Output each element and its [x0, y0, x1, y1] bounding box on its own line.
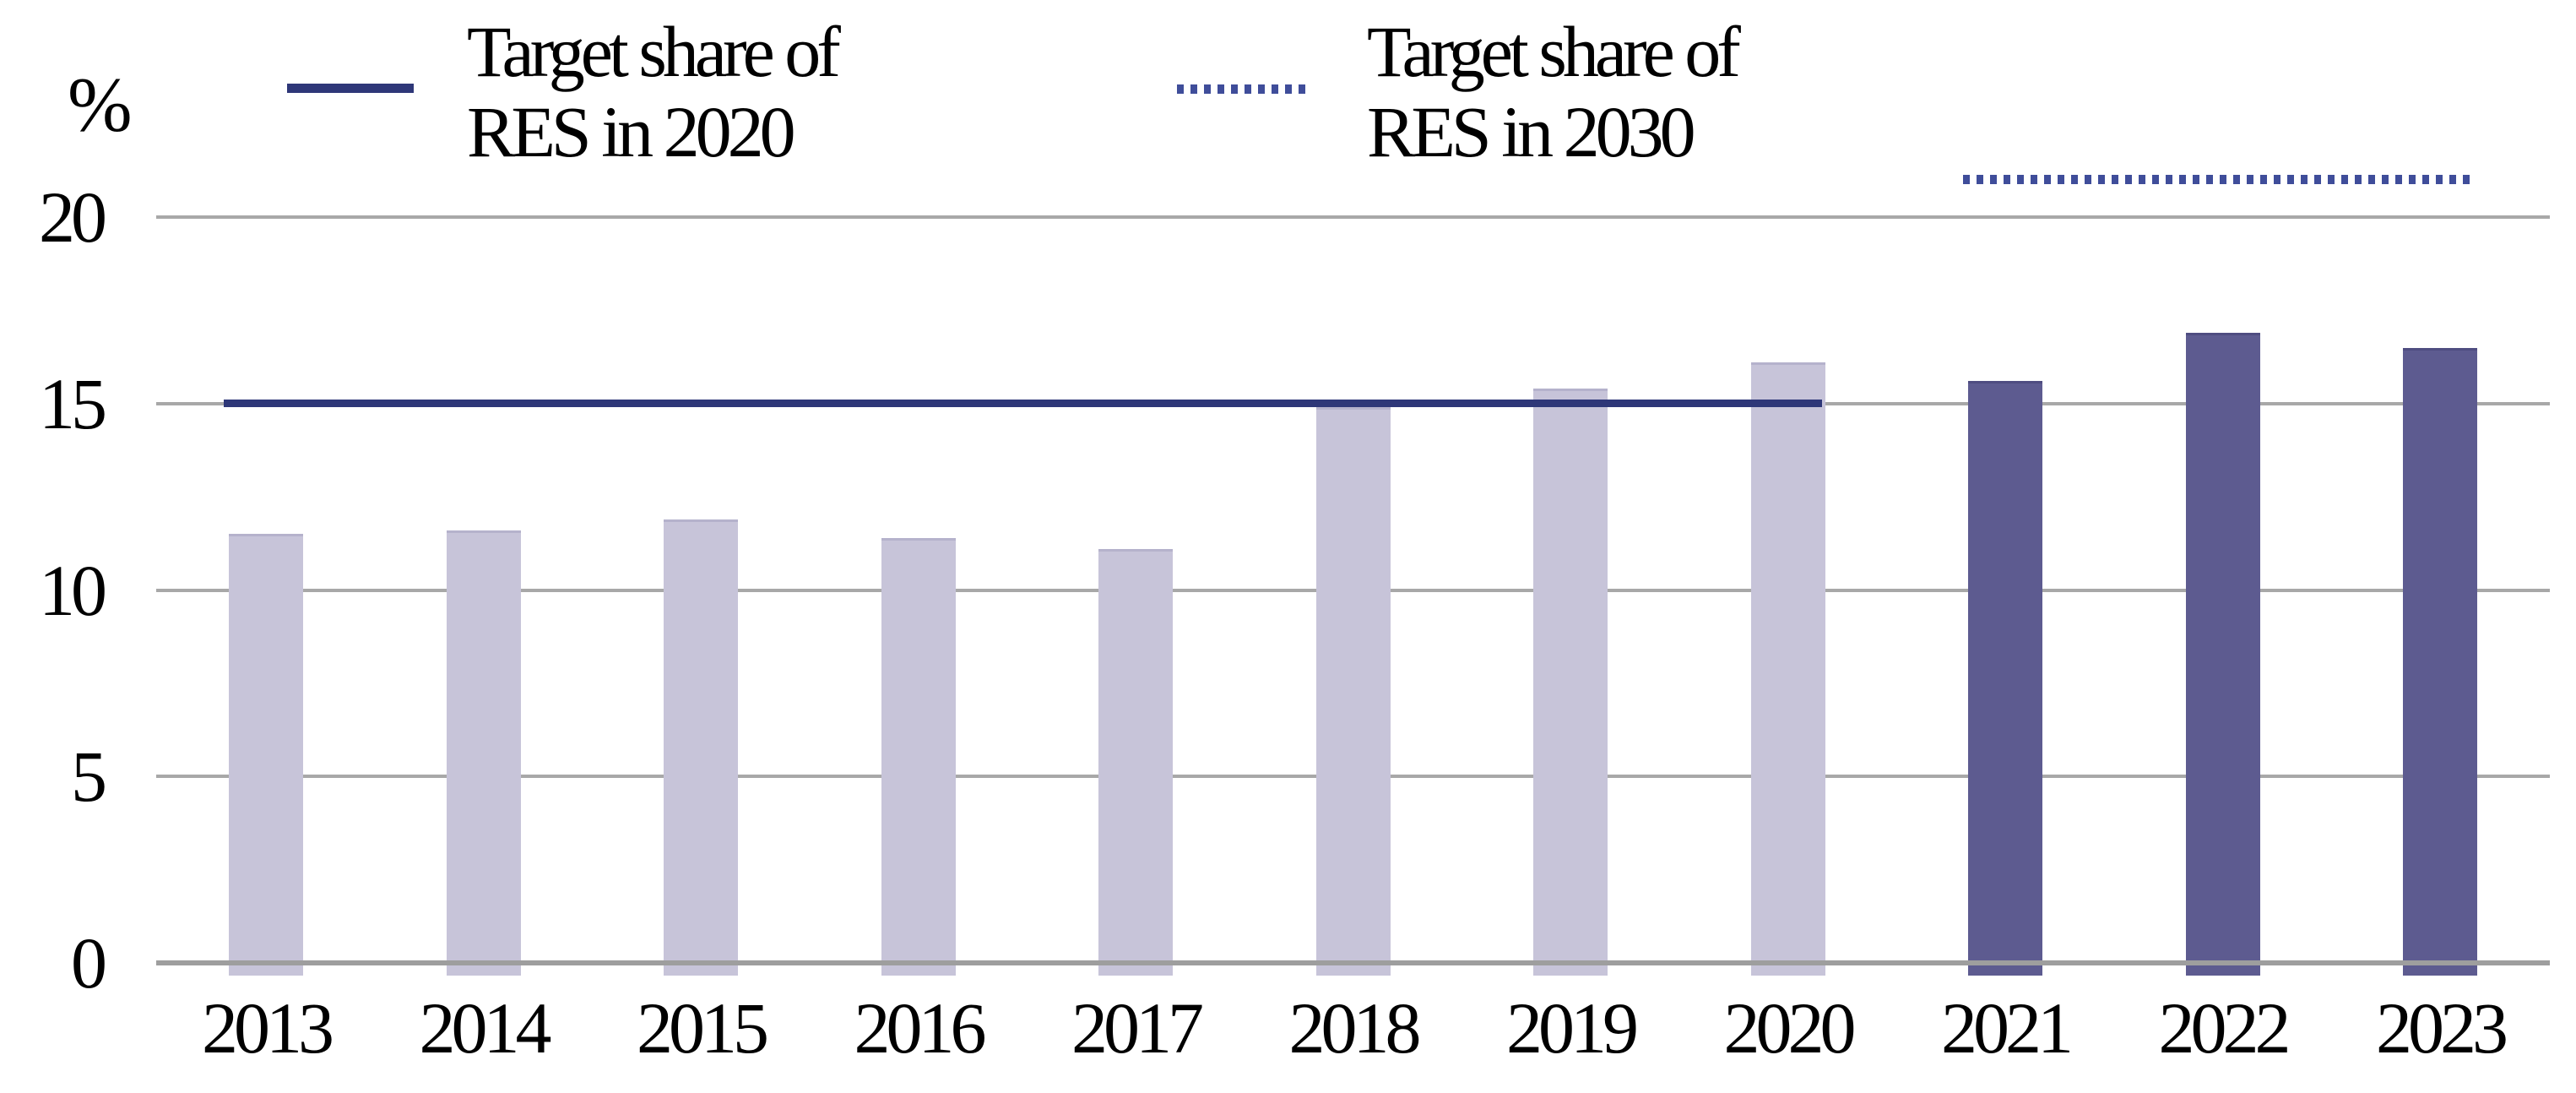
- bar-2021: [1968, 381, 2042, 976]
- legend-label-target-2030: Target share of RES in 2030: [1367, 11, 1741, 172]
- bar-2023: [2403, 347, 2477, 976]
- x-tick-label-2020: 2020: [1723, 987, 1857, 1069]
- reference-line-target-share-of-res-in-2030: [1963, 174, 2474, 184]
- bar-2017: [1098, 548, 1173, 976]
- x-tick-label-2014: 2014: [419, 987, 552, 1069]
- gridline-20: [156, 215, 2550, 219]
- x-tick-label-2021: 2021: [1941, 987, 2074, 1069]
- bar-2013: [229, 534, 303, 976]
- bar-2022: [2185, 332, 2260, 976]
- x-tick-label-2017: 2017: [1071, 987, 1204, 1069]
- bar-2015: [664, 519, 738, 976]
- legend-swatch-dotted-line: [1177, 84, 1312, 94]
- y-axis-unit-label: %: [68, 62, 133, 148]
- x-tick-label-2013: 2013: [202, 987, 334, 1069]
- bar-2019: [1533, 389, 1608, 976]
- y-tick-label-15: 15: [39, 362, 107, 444]
- x-tick-label-2015: 2015: [637, 987, 769, 1069]
- x-axis-line: [156, 960, 2550, 965]
- y-tick-label-5: 5: [71, 736, 107, 818]
- x-tick-label-2016: 2016: [854, 987, 987, 1069]
- bar-2020: [1750, 362, 1825, 976]
- x-tick-label-2019: 2019: [1506, 987, 1639, 1069]
- reference-line-target-share-of-res-in-2020: [224, 399, 1822, 407]
- x-tick-label-2018: 2018: [1288, 987, 1422, 1069]
- y-tick-label-0: 0: [71, 922, 107, 1003]
- y-tick-label-10: 10: [39, 549, 107, 631]
- bar-2016: [881, 537, 956, 976]
- legend-swatch-solid-line: [287, 84, 414, 93]
- bar-2018: [1315, 407, 1391, 976]
- y-tick-label-20: 20: [39, 177, 107, 258]
- x-tick-label-2022: 2022: [2158, 987, 2291, 1069]
- bar-2014: [446, 530, 521, 976]
- legend-label-target-2020: Target share of RES in 2020: [467, 11, 841, 172]
- x-tick-label-2023: 2023: [2376, 987, 2508, 1069]
